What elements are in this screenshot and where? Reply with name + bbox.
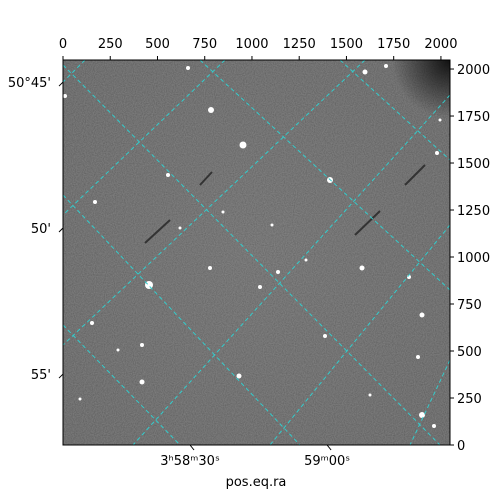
y-tick-label: 1500 [457,157,490,172]
ra-tick-label: 59ᵐ00ˢ [304,454,350,469]
y-tick-label: 0 [457,439,465,454]
x-axis-label: pos.eq.ra [226,475,287,490]
dec-tick-label: 50°45' [8,76,51,91]
y-tick-label: 250 [457,392,482,407]
dec-tick-label: 50' [31,222,51,237]
ra-tick [326,444,332,451]
x-tick-label: 500 [145,37,170,52]
y-tick-label: 2000 [457,63,490,78]
x-tick-label: 750 [192,37,217,52]
dec-tick [58,227,64,233]
x-tick-label: 2000 [424,37,457,52]
dec-tick [58,81,64,87]
y-tick-label: 500 [457,345,482,360]
ra-tick-label: 3ʰ58ᵐ30ˢ [160,454,220,469]
x-tick-label: 1750 [377,37,410,52]
grid [62,59,451,446]
sky-image [63,60,450,445]
ra-tick [189,444,195,451]
dec-tick [58,373,64,379]
dec-tick-label: 55' [31,368,51,383]
frame [62,59,451,446]
x-tick-label: 1500 [330,37,363,52]
y-tick-label: 1750 [457,110,490,125]
x-tick-label: 250 [98,37,123,52]
y-tick-label: 1250 [457,204,490,219]
x-tick-label: 1000 [235,37,268,52]
y-tick-label: 1000 [457,251,490,266]
x-tick-label: 1250 [283,37,316,52]
x-tick-label: 0 [59,37,67,52]
y-tick-label: 750 [457,298,482,313]
